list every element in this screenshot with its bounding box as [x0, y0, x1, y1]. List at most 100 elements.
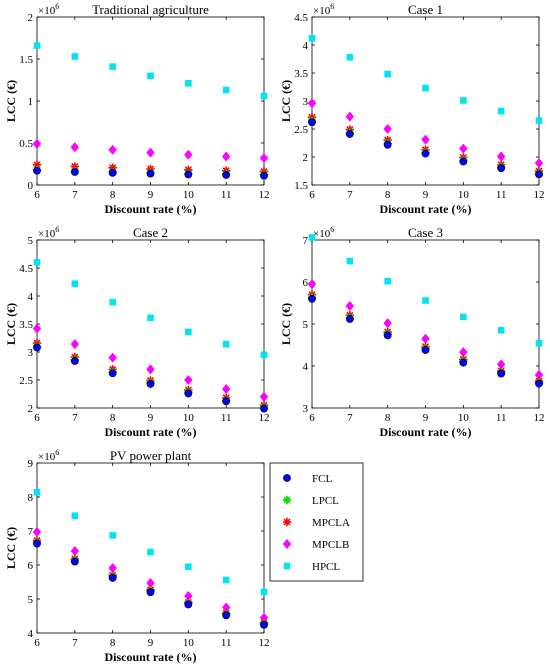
series-fcl [308, 118, 543, 179]
legend-label: MPCLB [312, 539, 349, 551]
data-point [496, 151, 506, 162]
x-tick-label: 8 [385, 189, 391, 201]
legend: FCL LPCL MPCLA MPCLB HPCL [269, 462, 364, 582]
data-point [32, 138, 42, 149]
x-tick-label: 8 [110, 189, 116, 201]
series-fcl [33, 166, 268, 180]
y-tick-label: 2.5 [294, 124, 308, 136]
x-tick-label: 7 [347, 412, 353, 424]
data-point [33, 343, 41, 352]
legend-marker [282, 517, 292, 527]
x-tick-label: 11 [221, 637, 232, 649]
x-tick-label: 10 [183, 189, 195, 201]
data-point [109, 63, 116, 70]
data-point [535, 340, 543, 347]
data-point [459, 143, 468, 154]
y-axis-label: LCC (€) [279, 303, 293, 345]
x-tick-label: 12 [534, 189, 545, 201]
series-fcl [33, 539, 268, 629]
data-point [308, 34, 316, 42]
data-point [422, 84, 429, 92]
data-point [384, 70, 391, 78]
legend-label: FCL [312, 473, 332, 485]
series-hpcl [33, 488, 268, 596]
y-tick-label: 5 [28, 594, 34, 606]
legend-marker [282, 539, 292, 549]
data-point [421, 346, 430, 354]
series-mpclb [307, 98, 544, 169]
x-tick-label: 8 [110, 637, 116, 649]
plot-frame [311, 16, 540, 186]
data-point [222, 340, 230, 348]
series-hpcl [308, 234, 543, 347]
x-tick-label: 10 [183, 412, 195, 424]
data-point [459, 157, 468, 166]
x-axis-label: Discount rate (%) [105, 650, 197, 664]
data-point [184, 170, 193, 179]
series-fcl [308, 294, 543, 388]
data-point [260, 404, 268, 413]
y-tick-label: 3 [303, 403, 309, 415]
data-point [460, 97, 467, 104]
data-point [70, 557, 79, 566]
data-point [421, 333, 430, 344]
data-point [535, 379, 543, 388]
data-point [147, 548, 154, 556]
legend-entry: FCL [283, 473, 332, 485]
data-point [147, 72, 154, 80]
legend-entry: MPCLA [282, 517, 350, 529]
data-point [259, 391, 269, 402]
y-exponent: ×106 [38, 2, 59, 17]
x-tick-label: 9 [148, 637, 154, 649]
data-point [109, 532, 116, 539]
data-point [345, 300, 355, 311]
data-point [70, 339, 80, 350]
data-point [535, 170, 543, 179]
x-tick-label: 10 [183, 637, 195, 649]
data-point [71, 280, 79, 287]
data-point [108, 144, 117, 155]
subplot-2: Case 1 ×106 6 7 8 9 10 11 12 1.5 2 2.5 3 3.5 4 4.5 Disco… [279, 2, 545, 216]
x-tick-label: 9 [148, 189, 154, 201]
x-tick-label: 7 [347, 189, 353, 201]
x-axis-label: Discount rate (%) [380, 202, 472, 216]
legend-label: MPCLA [312, 517, 350, 529]
data-point [184, 389, 193, 398]
data-point [184, 149, 193, 160]
y-tick-label: 1.5 [294, 180, 308, 192]
y-exponent: ×106 [313, 225, 334, 240]
data-point [422, 297, 429, 304]
legend-entry: HPCL [283, 561, 340, 573]
y-axis-label: LCC (€) [279, 80, 293, 122]
data-point [70, 168, 79, 176]
data-point [421, 134, 430, 145]
data-point [71, 512, 79, 519]
data-point [147, 314, 154, 322]
data-point [222, 611, 231, 620]
data-point [108, 352, 117, 363]
data-point [346, 54, 354, 61]
x-tick-label: 8 [110, 412, 116, 424]
data-point [496, 359, 506, 370]
data-point [259, 153, 269, 164]
plot-frame [311, 239, 540, 409]
y-tick-label: 2 [28, 403, 34, 415]
y-tick-label: 4 [303, 361, 309, 373]
x-tick-label: 6 [34, 412, 40, 424]
data-point [108, 563, 117, 574]
data-point [260, 351, 268, 359]
data-point [71, 53, 79, 60]
plot-title: Case 3 [408, 225, 443, 240]
data-point [185, 328, 192, 336]
x-tick-label: 10 [458, 412, 470, 424]
data-point [222, 576, 230, 584]
y-tick-label: 2 [303, 152, 309, 164]
data-point [146, 380, 155, 388]
data-point [185, 80, 192, 87]
y-tick-label: 4.5 [19, 263, 33, 275]
data-point [497, 327, 505, 334]
data-point [32, 527, 42, 538]
data-point [70, 142, 80, 153]
data-point [146, 169, 155, 178]
